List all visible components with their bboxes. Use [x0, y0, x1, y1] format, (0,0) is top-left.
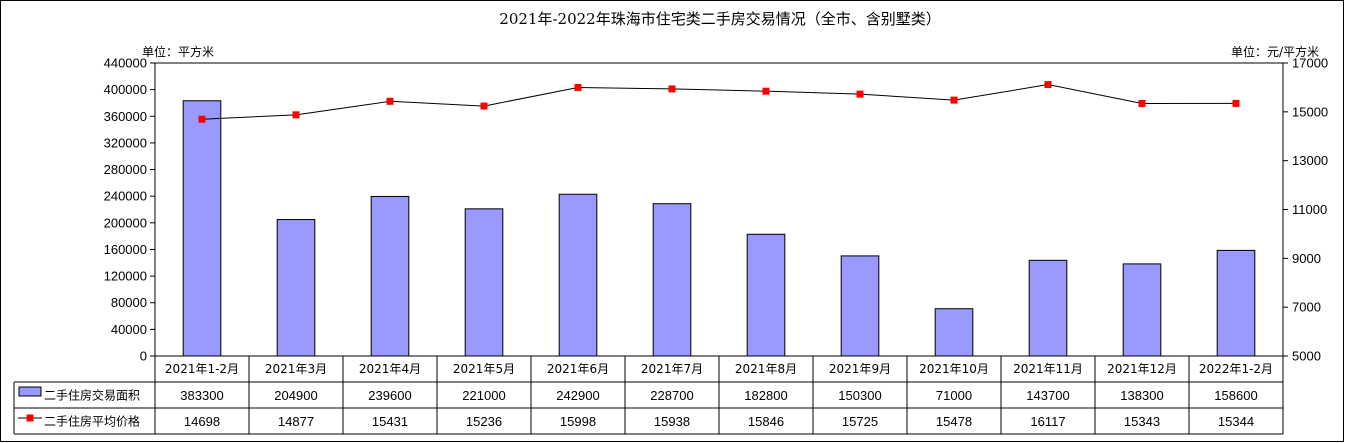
- table-cell-area: 239600: [368, 388, 411, 403]
- table-cell-area: 182800: [744, 388, 787, 403]
- table-cell-price: 15938: [654, 414, 690, 429]
- table-cell-area: 228700: [650, 388, 693, 403]
- price-point: [292, 111, 300, 119]
- price-point: [574, 83, 582, 91]
- right-tick-label: 9000: [1292, 251, 1321, 266]
- table-cell-area: 242900: [556, 388, 599, 403]
- table-cell-price: 15344: [1218, 414, 1254, 429]
- left-tick-label: 80000: [111, 295, 147, 310]
- price-point: [762, 87, 770, 95]
- left-tick-label: 320000: [104, 135, 147, 150]
- bar: [1028, 259, 1068, 357]
- bar: [652, 203, 692, 357]
- table-cell-price: 15478: [936, 414, 972, 429]
- table-cell-price: 15343: [1124, 414, 1160, 429]
- table-cell-area: 158600: [1214, 388, 1257, 403]
- table-cell-price: 14877: [278, 414, 314, 429]
- table-cell-area: 221000: [462, 388, 505, 403]
- bar: [276, 219, 316, 357]
- category-label: 2021年10月: [919, 362, 989, 376]
- category-label: 2022年1-2月: [1199, 362, 1273, 376]
- right-axis-unit: 单位：元/平方米: [1231, 44, 1319, 59]
- right-tick-label: 5000: [1292, 349, 1321, 364]
- bar: [558, 193, 598, 357]
- right-tick-label: 13000: [1292, 153, 1328, 168]
- left-tick-label: 400000: [104, 82, 147, 97]
- table-cell-price: 15998: [560, 414, 596, 429]
- price-point: [1044, 81, 1052, 89]
- bar: [464, 208, 504, 357]
- bar: [934, 308, 974, 357]
- price-point: [856, 90, 864, 98]
- data-table: 2021年1-2月 2021年3月 2021年4月 2021年5月 2021年6月 202…: [13, 356, 1284, 435]
- left-tick-label: 40000: [111, 322, 147, 337]
- bar: [840, 255, 880, 357]
- left-tick-label: 280000: [104, 162, 147, 177]
- category-label: 2021年4月: [359, 362, 421, 376]
- category-label: 2021年11月: [1013, 362, 1083, 376]
- right-tick-label: 15000: [1292, 104, 1328, 119]
- category-label: 2021年1-2月: [165, 362, 239, 376]
- left-tick-label: 240000: [104, 189, 147, 204]
- table-cell-price: 15431: [372, 414, 408, 429]
- chart-title: 2021年-2022年珠海市住宅类二手房交易情况（全市、含别墅类）: [499, 10, 940, 28]
- table-cell-price: 15236: [466, 414, 502, 429]
- legend-label-price: 二手住房平均价格: [44, 414, 140, 429]
- category-label: 2021年7月: [641, 362, 703, 376]
- table-cell-area: 143700: [1026, 388, 1069, 403]
- plot-area: [182, 81, 1256, 357]
- left-tick-label: 440000: [104, 56, 147, 71]
- right-tick-label: 7000: [1292, 300, 1321, 315]
- price-line: [201, 84, 1237, 120]
- table-cell-price: 15725: [842, 414, 878, 429]
- right-tick-label: 11000: [1292, 202, 1327, 217]
- table-cell-price: 14698: [184, 414, 220, 429]
- left-tick-label: 360000: [104, 109, 147, 124]
- legend-line-marker: [26, 414, 34, 422]
- table-cell-area: 138300: [1120, 388, 1163, 403]
- bar: [1122, 263, 1162, 357]
- right-tick-label: 17000: [1292, 56, 1328, 71]
- category-label: 2021年3月: [265, 362, 327, 376]
- price-point: [1232, 99, 1240, 107]
- left-tick-label: 120000: [104, 269, 147, 284]
- price-point: [198, 115, 206, 123]
- table-cell-price: 15846: [748, 414, 784, 429]
- category-label: 2021年5月: [453, 362, 515, 376]
- left-tick-label: 160000: [104, 242, 147, 257]
- table-cell-area: 204900: [274, 388, 317, 403]
- category-label: 2021年8月: [735, 362, 797, 376]
- left-tick-label: 200000: [104, 215, 147, 230]
- bar: [182, 100, 222, 357]
- price-point: [1138, 99, 1146, 107]
- bar: [1216, 249, 1256, 357]
- table-cell-area: 150300: [838, 388, 881, 403]
- category-label: 2021年6月: [547, 362, 609, 376]
- price-point: [480, 102, 488, 110]
- left-tick-label: 0: [140, 349, 147, 364]
- category-label: 2021年12月: [1107, 362, 1177, 376]
- category-label: 2021年9月: [829, 362, 891, 376]
- table-cell-area: 71000: [936, 388, 972, 403]
- legend-label-area: 二手住房交易面积: [44, 388, 140, 403]
- bar: [746, 233, 786, 357]
- table-cell-area: 383300: [180, 388, 223, 403]
- price-point: [386, 97, 394, 105]
- left-axis-unit: 单位：平方米: [142, 44, 214, 59]
- table-cell-price: 16117: [1030, 414, 1065, 429]
- bar: [370, 195, 410, 357]
- price-point: [668, 85, 676, 93]
- price-point: [950, 96, 958, 104]
- legend-bar-swatch: [18, 386, 42, 397]
